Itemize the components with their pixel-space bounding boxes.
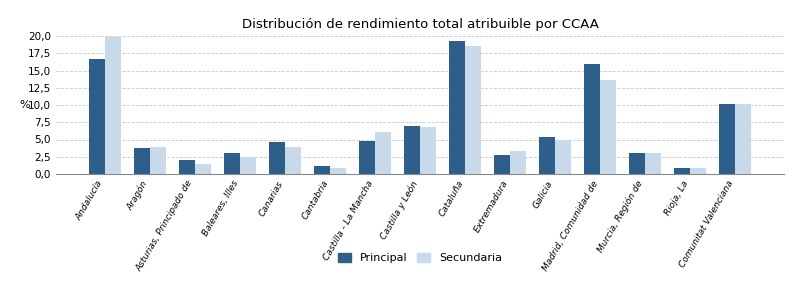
Bar xyxy=(375,132,390,174)
Bar xyxy=(719,104,735,174)
Bar xyxy=(420,127,436,174)
Bar xyxy=(134,148,150,174)
Bar xyxy=(195,164,210,174)
Bar xyxy=(359,141,375,174)
Bar xyxy=(179,160,195,174)
Bar xyxy=(89,59,105,174)
Bar xyxy=(630,153,645,174)
Bar xyxy=(314,166,330,174)
Bar xyxy=(465,46,481,174)
Bar xyxy=(645,153,661,174)
Bar xyxy=(450,41,465,174)
Legend: Principal, Secundaria: Principal, Secundaria xyxy=(334,248,506,268)
Bar xyxy=(674,168,690,174)
Title: Distribución de rendimiento total atribuible por CCAA: Distribución de rendimiento total atribu… xyxy=(242,18,598,31)
Bar xyxy=(494,155,510,174)
Bar xyxy=(269,142,285,174)
Bar xyxy=(690,168,706,174)
Bar xyxy=(555,140,571,174)
Bar xyxy=(150,147,166,174)
Bar xyxy=(735,103,751,174)
Bar xyxy=(285,147,301,174)
Y-axis label: %: % xyxy=(20,100,30,110)
Bar xyxy=(510,151,526,174)
Bar xyxy=(600,80,616,174)
Bar xyxy=(240,157,256,174)
Bar xyxy=(105,38,121,174)
Bar xyxy=(330,169,346,174)
Bar xyxy=(404,126,420,174)
Bar xyxy=(224,153,240,174)
Bar xyxy=(539,137,555,174)
Bar xyxy=(584,64,600,174)
